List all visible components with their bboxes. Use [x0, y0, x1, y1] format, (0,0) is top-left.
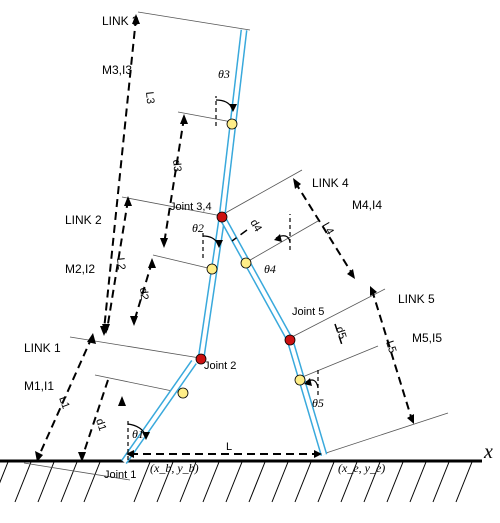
d4-label: d4 [247, 218, 264, 235]
link3-label: LINK 3 [102, 14, 139, 28]
link3-mass: M3,I3 [102, 63, 132, 77]
ground-length-label: L [226, 441, 232, 453]
link5-mass: M5,I5 [412, 331, 442, 345]
joint5-marker [284, 334, 296, 346]
link2-mass: M2,I2 [65, 262, 95, 276]
l4-label: L4 [319, 221, 336, 238]
joint34-label: Joint 3,4 [170, 201, 212, 213]
joint2-label: Joint 2 [204, 360, 236, 372]
joint2-marker [195, 353, 207, 365]
end-coordinates: (x_e, y_e) [338, 461, 385, 475]
link4-body [218, 215, 294, 342]
x-axis-label: x [483, 441, 493, 463]
link4-mass: M4,I4 [352, 198, 382, 212]
link1-label: LINK 1 [24, 341, 61, 355]
link1-com-marker [177, 387, 189, 399]
link1-mass: M1,I1 [24, 379, 54, 393]
ground [0, 459, 482, 503]
link2-com-marker [206, 263, 218, 275]
theta1-label: θ1 [132, 427, 144, 441]
l3-label: L3 [143, 91, 156, 104]
angle-arrowheads [142, 104, 312, 440]
joint1-label: Joint 1 [104, 469, 136, 481]
theta5-label: θ5 [312, 396, 324, 410]
link5-com-marker [294, 374, 306, 386]
angle-indicators [127, 96, 319, 460]
arrowheads [35, 14, 414, 462]
length-dimensions [37, 17, 413, 459]
d1-label: d1 [93, 417, 108, 432]
link5-label: LINK 5 [398, 292, 435, 306]
theta2-label: θ2 [192, 221, 204, 235]
link2-body [197, 216, 226, 360]
base-coordinates: (x_b, y_b) [150, 461, 199, 475]
link3-com-marker [226, 118, 238, 130]
d5-label: d5 [333, 325, 348, 340]
link4-com-marker [240, 257, 252, 269]
link2-label: LINK 2 [65, 213, 102, 227]
reference-lines [23, 11, 449, 481]
joint5-label: Joint 5 [292, 306, 324, 318]
d3-label: d3 [170, 159, 183, 172]
theta3-label: θ3 [218, 67, 230, 81]
link5-body [286, 339, 328, 456]
l1-label: L1 [56, 395, 71, 411]
l5-label: L5 [383, 339, 398, 354]
d2-label: d2 [137, 287, 150, 300]
link1-body [121, 359, 197, 465]
joint34-marker [216, 211, 228, 223]
link4-label: LINK 4 [312, 176, 349, 190]
l2-label: L2 [114, 257, 127, 270]
theta4-label: θ4 [264, 262, 276, 276]
